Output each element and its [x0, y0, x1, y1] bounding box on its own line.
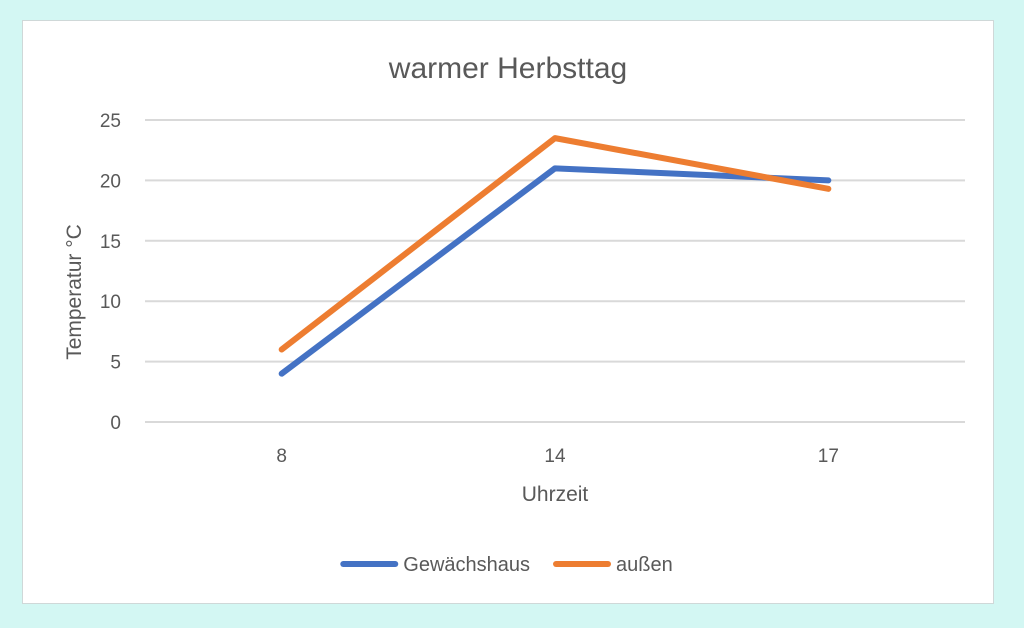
legend: Gewächshaus außen [340, 554, 673, 576]
y-axis-ticks: 0 5 10 15 20 25 [100, 111, 121, 434]
y-tick-label: 25 [100, 111, 121, 132]
gridlines [145, 119, 965, 423]
x-tick-label: 17 [818, 446, 839, 467]
chart-title: warmer Herbsttag [388, 52, 627, 85]
y-tick-label: 20 [100, 171, 121, 192]
legend-item: außen [553, 554, 673, 576]
x-tick-label: 14 [544, 446, 566, 467]
line-chart: warmer Herbsttag 0 5 10 15 20 25 8 14 17 Uhrzei… [63, 52, 965, 576]
chart-card: warmer Herbsttag 0 5 10 15 20 25 8 14 17 Uhrzei… [22, 20, 994, 604]
x-tick-label: 8 [276, 446, 287, 467]
series-lines [278, 135, 832, 377]
legend-label: außen [616, 554, 673, 576]
y-tick-label: 0 [110, 413, 121, 434]
y-tick-label: 10 [100, 292, 121, 313]
legend-label: Gewächshaus [403, 554, 530, 576]
legend-item: Gewächshaus [340, 554, 530, 576]
y-tick-label: 5 [110, 353, 121, 374]
y-axis-title: Temperatur °C [63, 224, 86, 360]
x-axis-ticks: 8 14 17 [276, 446, 839, 467]
x-axis-title: Uhrzeit [522, 483, 589, 506]
series-line-1 [278, 165, 832, 377]
y-tick-label: 15 [100, 232, 121, 253]
series-line-2 [278, 135, 832, 353]
